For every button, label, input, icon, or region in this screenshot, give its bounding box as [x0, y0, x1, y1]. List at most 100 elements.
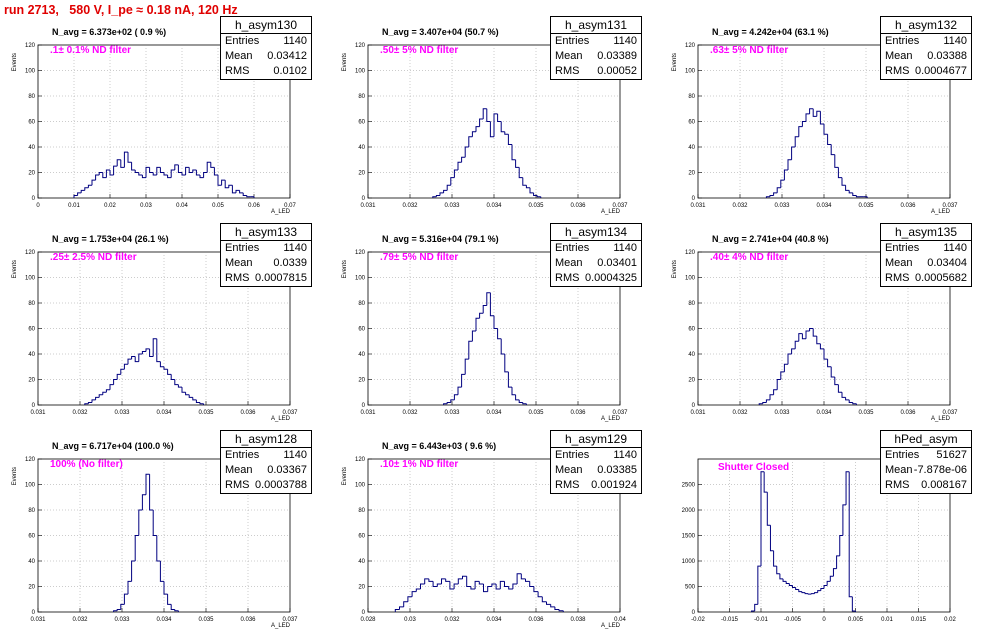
filter-annotation: .40± 4% ND filter: [710, 252, 789, 263]
histogram-bin: [131, 560, 136, 582]
histogram-bin: [457, 161, 462, 170]
histogram-bin: [805, 330, 810, 339]
histogram-bin: [852, 192, 857, 196]
stats-entries-row: Entries 1140: [221, 448, 311, 463]
histogram-bin: [116, 608, 121, 611]
x-axis-label: A_LED: [271, 623, 291, 629]
stats-rms-label: RMS: [555, 479, 580, 491]
histogram-bin: [819, 111, 824, 125]
y-tick-label: 40: [28, 559, 35, 565]
x-tick-label: 0.034: [816, 410, 832, 416]
filter-annotation: .79± 5% ND filter: [380, 252, 459, 263]
histogram-bin: [773, 192, 778, 196]
histogram-bin: [450, 399, 455, 403]
y-tick-label: 40: [28, 145, 35, 151]
n-avg-label: N_avg = 2.741e+04 (40.8 %): [712, 234, 829, 244]
histogram-bin: [84, 187, 89, 191]
histogram-bin: [123, 593, 128, 605]
histogram-bin: [478, 581, 484, 585]
histogram-bin: [493, 315, 498, 329]
histogram-bin: [246, 195, 251, 198]
x-tick-label: 0.032: [732, 203, 748, 209]
histogram-bin: [518, 167, 523, 179]
histogram-bin: [516, 573, 522, 584]
y-tick-label: 100: [685, 276, 696, 282]
histogram-bin: [769, 194, 774, 197]
stats-mean-row: Mean 0.03367: [221, 463, 311, 478]
histogram-bin: [491, 583, 497, 587]
x-tick-label: 0.031: [30, 410, 46, 416]
x-tick-label: 0.033: [444, 410, 460, 416]
histogram-panel-h_asym131: 0.031 0.032 0.033 0.034 0.035 0.036 0.037 0 20 40…: [330, 15, 650, 220]
histogram-bin: [221, 179, 226, 186]
x-tick-label: 0.036: [528, 617, 544, 623]
x-tick-label: 0.031: [690, 203, 706, 209]
n-avg-label: N_avg = 1.753e+04 (26.1 %): [52, 234, 169, 244]
histogram-bin: [461, 373, 466, 388]
stats-mean-row: Mean 0.03404: [881, 256, 971, 271]
stats-entries-value: 51627: [936, 449, 967, 461]
x-tick-label: 0.033: [114, 617, 130, 623]
filter-annotation: .10± 1% ND filter: [380, 459, 459, 470]
histogram-bin: [783, 169, 788, 181]
stats-mean-value: 0.03385: [597, 464, 637, 476]
histogram-bin: [541, 596, 547, 603]
x-tick-label: 0.005: [848, 617, 864, 623]
stats-entries-label: Entries: [555, 449, 590, 461]
histogram-bin: [518, 399, 523, 403]
y-tick-label: 60: [688, 327, 695, 333]
y-tick-label: 40: [358, 352, 365, 358]
histogram-bin: [852, 402, 857, 405]
y-tick-label: 60: [28, 327, 35, 333]
histogram-bin: [495, 583, 501, 590]
x-tick-label: 0.03: [404, 617, 416, 623]
histogram-name: h_asym132: [881, 17, 971, 34]
y-tick-label: 0: [362, 610, 366, 616]
histogram-bin: [163, 581, 168, 595]
histogram-bin: [159, 167, 164, 173]
y-axis-label: Events: [12, 53, 18, 71]
stats-rms-value: 0.0007815: [255, 272, 307, 284]
x-tick-label: 0.01: [881, 617, 893, 623]
histogram-bin: [470, 586, 476, 590]
x-tick-label: 0.033: [444, 203, 460, 209]
histogram-bin: [507, 371, 512, 388]
histogram-bin: [203, 172, 208, 178]
histogram-bin: [411, 591, 417, 597]
histogram-bin: [466, 576, 471, 587]
y-tick-label: 0: [32, 610, 36, 616]
histogram-bin: [827, 134, 832, 145]
stats-entries-value: 1140: [943, 242, 967, 254]
histogram-bin: [845, 471, 850, 505]
histogram-bin: [156, 166, 161, 176]
histogram-bin: [837, 384, 842, 393]
histogram-bin: [424, 578, 429, 584]
histogram-bin: [487, 586, 492, 592]
n-avg-label: N_avg = 3.407e+04 (50.7 %): [382, 27, 499, 37]
histogram-bin: [792, 585, 796, 589]
y-tick-label: 120: [355, 457, 366, 463]
stats-box: h_asym135 Entries 1140 Mean 0.03404 RMS 0.0005…: [880, 223, 972, 287]
y-tick-label: 40: [358, 145, 365, 151]
histogram-bin: [134, 535, 139, 561]
histogram-bin: [432, 581, 438, 587]
histogram-bin: [836, 555, 840, 569]
stats-entries-value: 1140: [943, 35, 967, 47]
histogram-bin: [159, 561, 164, 582]
y-tick-label: 20: [28, 378, 35, 384]
stats-rms-row: RMS 0.0102: [221, 64, 311, 79]
n-avg-label: N_avg = 5.316e+04 (79.1 %): [382, 234, 499, 244]
stats-rms-label: RMS: [225, 272, 250, 284]
n-avg-label: N_avg = 6.717e+04 (100.0 %): [52, 441, 174, 451]
x-tick-label: 0.036: [240, 617, 256, 623]
x-axis-label: A_LED: [601, 209, 621, 215]
histogram-bin: [489, 292, 494, 317]
histogram-bin: [109, 384, 114, 390]
x-tick-label: 0.031: [360, 410, 376, 416]
histogram-bin: [138, 509, 143, 536]
x-tick-label: 0.036: [240, 410, 256, 416]
histogram-bin: [134, 356, 139, 363]
histogram-bin: [834, 154, 839, 168]
histogram-bin: [798, 333, 803, 342]
x-tick-label: 0.033: [774, 410, 790, 416]
